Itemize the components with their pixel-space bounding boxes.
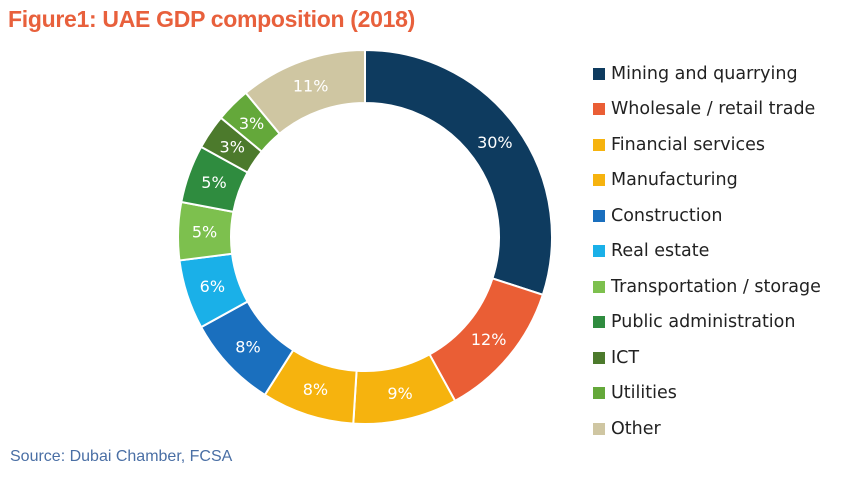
legend-label: Construction [611,205,723,226]
legend-item: Construction [593,198,821,234]
legend-swatch [593,245,605,258]
legend-swatch [593,280,605,293]
legend-swatch [593,138,605,151]
source-note: Source: Dubai Chamber, FCSA [10,448,233,465]
legend-item: ICT [593,340,821,376]
legend-label: Financial services [611,134,765,155]
legend-item: Other [593,411,821,447]
slice-label-10: 11% [293,76,329,95]
slice-label-4: 8% [235,337,260,356]
chart-title: Figure1: UAE GDP composition (2018) [8,6,415,32]
legend-label: Wholesale / retail trade [611,99,816,120]
legend-item: Transportation / storage [593,269,821,305]
legend-label: Other [611,418,661,439]
legend-swatch [593,387,605,400]
slice-label-2: 9% [387,384,412,403]
legend-label: Public administration [611,312,796,333]
donut-slice-10 [244,48,366,136]
legend-label: Utilities [611,383,677,404]
slice-label-7: 5% [201,173,226,192]
slice-label-0: 30% [477,133,513,152]
legend-label: Mining and quarrying [611,63,798,84]
donut-slice-0 [364,48,553,297]
legend-item: Utilities [593,376,821,412]
slice-label-1: 12% [471,330,507,349]
slice-label-9: 3% [239,114,264,133]
slice-label-3: 8% [303,380,328,399]
legend-label: Transportation / storage [611,276,821,297]
legend-swatch [593,174,605,187]
chart-legend: Mining and quarrying Wholesale / retail t… [593,56,821,447]
legend-swatch [593,351,605,364]
legend-swatch [593,422,605,435]
legend-swatch [593,316,605,329]
legend-item: Wholesale / retail trade [593,92,821,128]
slice-label-6: 5% [192,222,217,241]
legend-item: Financial services [593,127,821,163]
legend-swatch [593,209,605,222]
legend-item: Public administration [593,305,821,341]
legend-label: Manufacturing [611,170,738,191]
slice-label-8: 3% [220,137,245,156]
legend-item: Real estate [593,234,821,270]
slice-label-5: 6% [200,277,225,296]
legend-label: ICT [611,347,640,368]
legend-label: Real estate [611,241,710,262]
legend-item: Mining and quarrying [593,56,821,92]
legend-swatch [593,103,605,116]
legend-item: Manufacturing [593,163,821,199]
donut-chart: 30% 12% 9% 8% 8% 6% 5% 5% 3% 3% 11% [177,48,553,425]
legend-swatch [593,67,605,80]
